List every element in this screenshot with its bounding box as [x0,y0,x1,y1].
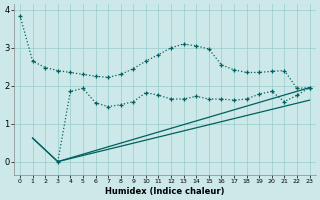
X-axis label: Humidex (Indice chaleur): Humidex (Indice chaleur) [105,187,225,196]
